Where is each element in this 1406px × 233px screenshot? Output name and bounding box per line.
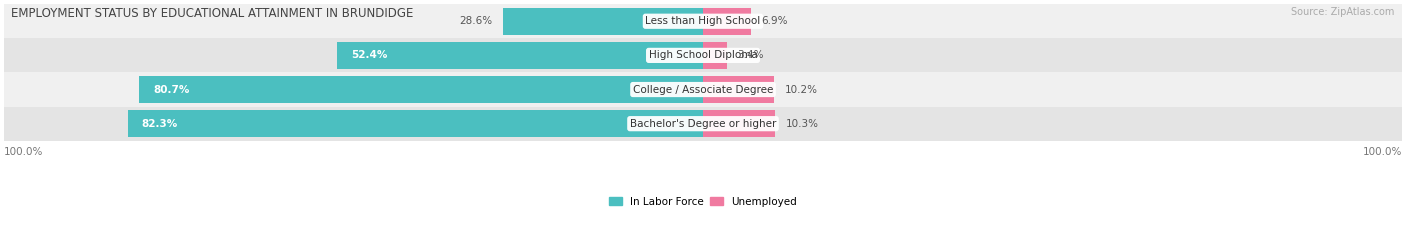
Bar <box>703 8 751 34</box>
Text: High School Diploma: High School Diploma <box>648 50 758 60</box>
Bar <box>128 110 703 137</box>
Bar <box>4 4 1402 38</box>
Text: 10.2%: 10.2% <box>785 85 818 95</box>
Text: 28.6%: 28.6% <box>460 16 492 26</box>
Text: Source: ZipAtlas.com: Source: ZipAtlas.com <box>1291 7 1395 17</box>
Bar <box>703 110 775 137</box>
Bar <box>4 38 1402 72</box>
Text: Bachelor's Degree or higher: Bachelor's Degree or higher <box>630 119 776 129</box>
Bar <box>337 42 703 69</box>
Bar <box>703 76 775 103</box>
Bar <box>503 8 703 34</box>
Text: Less than High School: Less than High School <box>645 16 761 26</box>
Legend: In Labor Force, Unemployed: In Labor Force, Unemployed <box>609 197 797 207</box>
Text: 80.7%: 80.7% <box>153 85 190 95</box>
Text: 82.3%: 82.3% <box>142 119 179 129</box>
Bar <box>4 72 1402 107</box>
Text: 100.0%: 100.0% <box>4 147 44 157</box>
Bar <box>139 76 703 103</box>
Text: EMPLOYMENT STATUS BY EDUCATIONAL ATTAINMENT IN BRUNDIDGE: EMPLOYMENT STATUS BY EDUCATIONAL ATTAINM… <box>11 7 413 20</box>
Text: 100.0%: 100.0% <box>1362 147 1402 157</box>
Text: 10.3%: 10.3% <box>786 119 818 129</box>
Text: 6.9%: 6.9% <box>762 16 789 26</box>
Bar <box>703 42 727 69</box>
Text: 3.4%: 3.4% <box>737 50 763 60</box>
Text: 52.4%: 52.4% <box>350 50 387 60</box>
Bar <box>4 107 1402 141</box>
Text: College / Associate Degree: College / Associate Degree <box>633 85 773 95</box>
